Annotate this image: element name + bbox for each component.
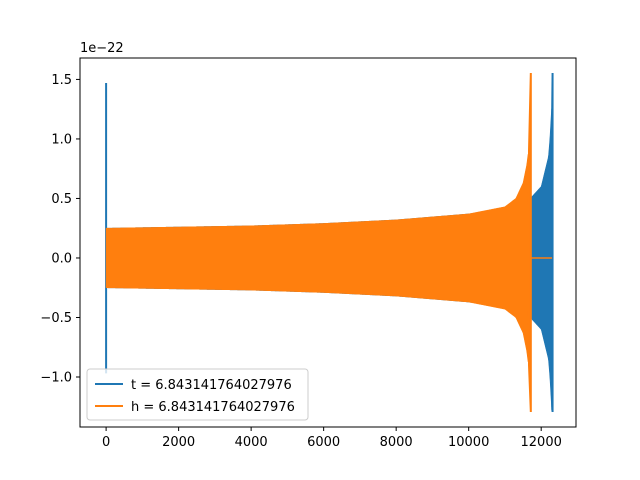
x-tick-label: 0 — [102, 435, 110, 450]
series-h — [105, 72, 553, 413]
x-tick-label: 8000 — [380, 435, 413, 450]
y-tick-label: −0.5 — [40, 311, 72, 326]
end-spike — [551, 72, 554, 413]
legend: t = 6.843141764027976 h = 6.843141764027… — [86, 368, 309, 421]
y-tick-label: 0.0 — [51, 251, 72, 266]
end-spike — [528, 72, 532, 413]
y-tick-label: −1.0 — [40, 371, 72, 386]
y-tick-label: 1.5 — [51, 73, 72, 88]
x-tick-label: 10000 — [448, 435, 489, 450]
x-tick-label: 2000 — [162, 435, 195, 450]
x-tick-label: 4000 — [235, 435, 268, 450]
legend-label-t: t = 6.843141764027976 — [131, 378, 292, 393]
y-tick-label: 0.5 — [51, 192, 72, 207]
x-axis: 0 2000 4000 6000 8000 10000 12000 — [102, 427, 562, 450]
legend-label-h: h = 6.843141764027976 — [131, 400, 295, 415]
axes-frame — [79, 57, 577, 428]
legend-box — [86, 368, 309, 421]
x-tick-label: 6000 — [307, 435, 340, 450]
y-tick-label: 1.0 — [51, 132, 72, 147]
x-tick-label: 12000 — [521, 435, 562, 450]
y-axis: −1.0 −0.5 0.0 0.5 1.0 1.5 — [40, 73, 80, 386]
y-offset-label: 1e−22 — [80, 41, 124, 56]
plot-area — [105, 72, 554, 413]
